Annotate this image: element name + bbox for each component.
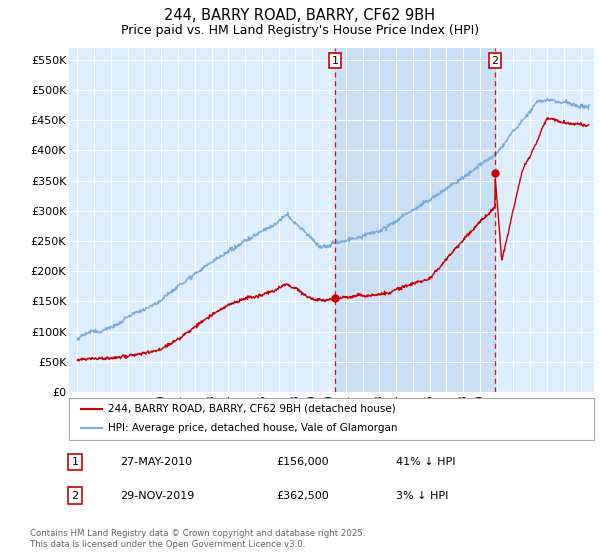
Text: HPI: Average price, detached house, Vale of Glamorgan: HPI: Average price, detached house, Vale…	[109, 423, 398, 433]
Text: 29-NOV-2019: 29-NOV-2019	[120, 491, 194, 501]
Text: 1: 1	[332, 56, 339, 66]
Text: Contains HM Land Registry data © Crown copyright and database right 2025.
This d: Contains HM Land Registry data © Crown c…	[30, 529, 365, 549]
Text: 2: 2	[491, 56, 499, 66]
Text: £156,000: £156,000	[276, 457, 329, 467]
Text: 3% ↓ HPI: 3% ↓ HPI	[396, 491, 448, 501]
Text: Price paid vs. HM Land Registry's House Price Index (HPI): Price paid vs. HM Land Registry's House …	[121, 24, 479, 36]
Text: 2: 2	[71, 491, 79, 501]
Text: 41% ↓ HPI: 41% ↓ HPI	[396, 457, 455, 467]
Text: £362,500: £362,500	[276, 491, 329, 501]
Text: 244, BARRY ROAD, BARRY, CF62 9BH (detached house): 244, BARRY ROAD, BARRY, CF62 9BH (detach…	[109, 404, 396, 414]
Bar	[335, 48, 495, 392]
Text: 244, BARRY ROAD, BARRY, CF62 9BH: 244, BARRY ROAD, BARRY, CF62 9BH	[164, 8, 436, 24]
Text: 27-MAY-2010: 27-MAY-2010	[120, 457, 192, 467]
Text: 1: 1	[71, 457, 79, 467]
